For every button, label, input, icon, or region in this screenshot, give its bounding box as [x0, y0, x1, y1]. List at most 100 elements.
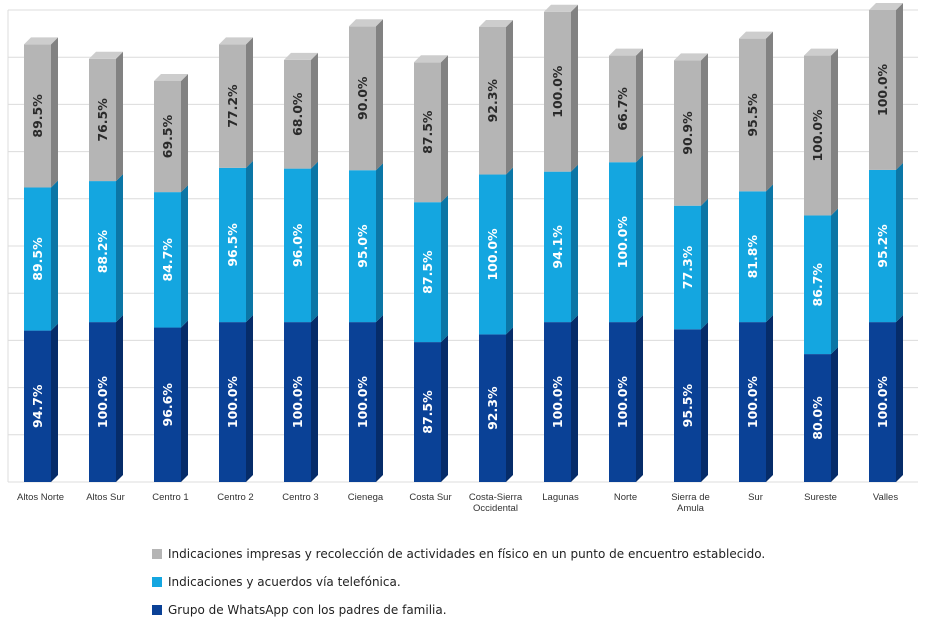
bar-top [544, 4, 578, 12]
bar-front [89, 58, 116, 182]
bar-segment: 87.5% [414, 55, 448, 203]
bar-segment: 100.0% [89, 315, 123, 482]
bar-segment: 95.5% [674, 322, 708, 482]
bar-segment: 80.0% [804, 347, 838, 482]
bar-side [441, 195, 448, 343]
data-label: 100.0% [615, 376, 630, 429]
bar-segment: 95.0% [349, 163, 383, 323]
bar-side [766, 184, 773, 323]
bar-front [739, 191, 766, 323]
bar-side [896, 3, 903, 170]
bar-top [89, 51, 123, 59]
data-label: 94.1% [550, 225, 565, 269]
bar-stack: 100.0% 88.2% 76.5% [89, 51, 123, 482]
bar-front [869, 169, 896, 323]
bar-side [51, 323, 58, 482]
bar-front [154, 192, 181, 328]
bar-front [349, 170, 376, 323]
bar-side [766, 31, 773, 192]
bar-stack: 100.0% 96.0% 68.0% [284, 52, 318, 482]
bar-segment: 100.0% [544, 4, 578, 172]
bar-segment: 87.5% [414, 335, 448, 482]
bar-side [571, 164, 578, 323]
bar-front [219, 167, 246, 323]
bar-front [89, 181, 116, 323]
data-label: 100.0% [745, 376, 760, 429]
bar-side [246, 37, 253, 168]
bar-segment: 100.0% [869, 3, 903, 170]
bar-front [24, 187, 51, 331]
data-label: 92.3% [485, 79, 500, 123]
legend-label: Indicaciones impresas y recolección de a… [168, 547, 766, 561]
data-label: 77.2% [225, 84, 240, 128]
x-tick-label: Costa Sur [409, 492, 451, 503]
bar-segment: 92.3% [479, 19, 513, 175]
bar-front [154, 327, 181, 482]
bar-top [804, 48, 838, 56]
stacked-bar-chart: Altos Norte Altos Sur Centro 1 Centro 2 Cent… [7, 3, 918, 514]
bar-segment: 87.5% [414, 195, 448, 343]
data-label: 100.0% [95, 376, 110, 429]
bar-front [219, 322, 246, 482]
bar-side [376, 163, 383, 323]
bar-front [414, 202, 441, 343]
bar-stack: 100.0% 96.5% 77.2% [219, 37, 253, 482]
bar-side [246, 160, 253, 323]
gridlines [7, 9, 918, 483]
bar-segment: 89.5% [24, 37, 58, 188]
bar-front [89, 322, 116, 482]
data-label: 87.5% [420, 110, 435, 154]
bar-top [154, 73, 188, 81]
bar-segment: 88.2% [89, 174, 123, 323]
bar-stack: 92.3% 100.0% 92.3% [479, 19, 513, 482]
bar-front [414, 342, 441, 482]
x-tick-label: Sur [748, 492, 763, 503]
bar-side [441, 335, 448, 482]
bar-segment: 94.7% [24, 323, 58, 482]
data-label: 100.0% [615, 216, 630, 269]
bar-segment: 90.0% [349, 19, 383, 171]
bar-side [701, 322, 708, 482]
bar-side [376, 19, 383, 171]
bar-side [311, 161, 318, 323]
bar-side [701, 198, 708, 330]
x-tick-label: Sureste [804, 492, 837, 503]
bar-front [609, 322, 636, 482]
legend-item: Grupo de WhatsApp con los padres de fami… [152, 596, 765, 624]
bar-top [414, 55, 448, 63]
bar-front [609, 162, 636, 323]
bar-segment: 84.7% [154, 185, 188, 328]
bar-segment: 77.2% [219, 37, 253, 168]
bar-side [636, 155, 643, 323]
bar-stack: 94.7% 89.5% 89.5% [24, 37, 58, 482]
bar-front [24, 330, 51, 482]
x-tick-label: Lagunas [542, 492, 579, 503]
data-label: 80.0% [810, 396, 825, 440]
bar-stack: 100.0% 95.2% 100.0% [869, 3, 903, 482]
bar-segment: 95.5% [739, 31, 773, 192]
bar-front [284, 168, 311, 323]
bar-front [804, 215, 831, 355]
bar-segment: 68.0% [284, 52, 318, 169]
x-tick-label: Altos Norte [17, 492, 64, 503]
x-tick-label: Centro 1 [152, 492, 188, 503]
bar-front [414, 62, 441, 203]
data-label: 100.0% [550, 376, 565, 429]
bar-side [51, 180, 58, 331]
data-label: 89.5% [30, 94, 45, 138]
bar-side [896, 315, 903, 482]
bar-side [571, 4, 578, 172]
bar-stack: 100.0% 95.0% 90.0% [349, 19, 383, 482]
bar-segment: 77.3% [674, 198, 708, 330]
data-label: 89.5% [30, 237, 45, 281]
bar-side [571, 315, 578, 482]
bar-front [479, 174, 506, 335]
bar-stack: 95.5% 77.3% 90.9% [674, 53, 708, 482]
bar-front [479, 26, 506, 175]
bar-front [544, 322, 571, 482]
bar-front [674, 205, 701, 330]
bar-stack: 100.0% 100.0% 66.7% [609, 48, 643, 482]
bar-segment: 81.8% [739, 184, 773, 323]
data-label: 84.7% [160, 238, 175, 282]
legend-swatch [152, 605, 162, 615]
